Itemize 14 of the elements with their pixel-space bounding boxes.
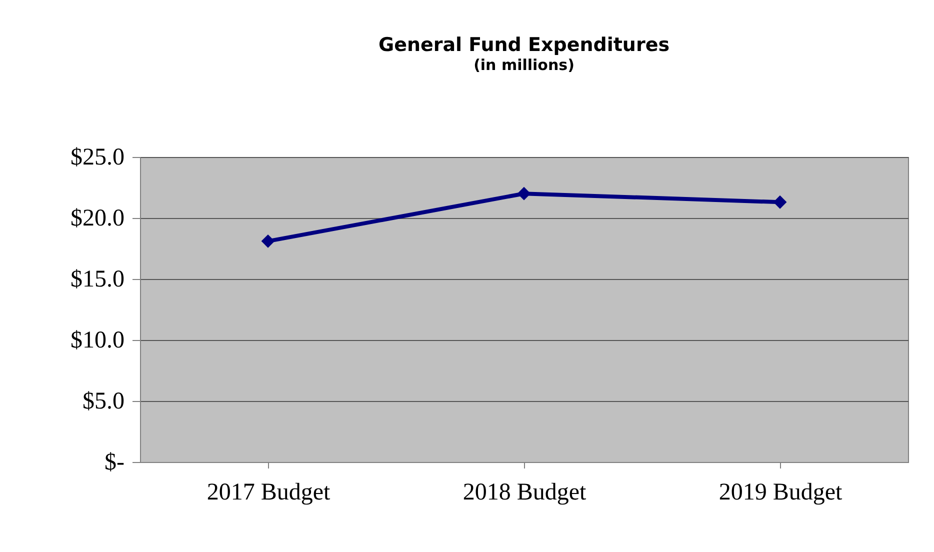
point [261, 234, 275, 248]
y-tick-label: $5.0 [82, 388, 124, 414]
x-tick-label: 2019 Budget [718, 480, 842, 506]
x-tick-label: 2018 Budget [462, 480, 586, 506]
x-tick-label: 2017 Budget [206, 480, 330, 506]
y-tick-label: $15.0 [70, 266, 124, 292]
y-tick-label: $20.0 [70, 206, 124, 232]
y-tick-label: $- [104, 450, 124, 476]
chart-subtitle: (in millions) [474, 56, 574, 74]
y-tick-label: $10.0 [70, 328, 124, 354]
point [773, 195, 787, 209]
y-tick-label: $25.0 [70, 144, 124, 170]
point [517, 186, 531, 200]
chart-title: General Fund Expenditures [378, 34, 670, 56]
